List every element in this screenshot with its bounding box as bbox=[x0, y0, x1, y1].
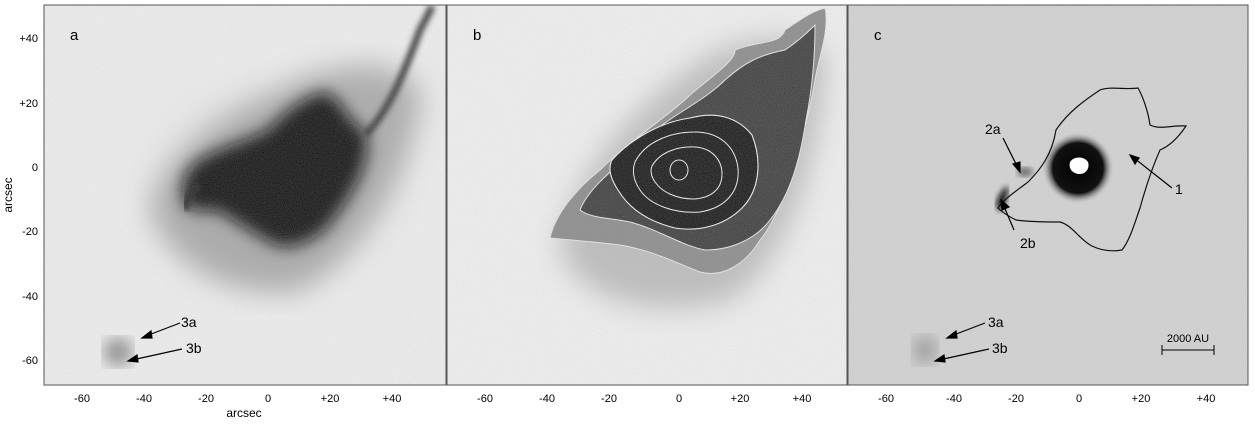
panel-c-grain bbox=[848, 5, 1248, 385]
x-tick-label: +20 bbox=[321, 393, 340, 405]
knot-2a bbox=[1017, 167, 1033, 177]
annotation-arrow bbox=[126, 322, 183, 363]
x-tick-label: +20 bbox=[1132, 393, 1151, 405]
scale-bar-label: 2000 AU bbox=[1167, 333, 1209, 345]
panel-a-frame bbox=[43, 4, 447, 386]
x-tick-label: +40 bbox=[383, 393, 402, 405]
annotation-label: 2a bbox=[985, 121, 1001, 137]
scale-bar bbox=[1161, 345, 1215, 355]
panel-c-letter: c bbox=[874, 27, 882, 44]
outline-contour bbox=[997, 87, 1188, 252]
x-tick-label: -40 bbox=[946, 393, 962, 405]
y-tick-label: +40 bbox=[19, 33, 38, 45]
y-tick-label: 0 bbox=[32, 162, 38, 174]
panel-a-letter: a bbox=[70, 27, 79, 44]
annotation-arrow bbox=[933, 137, 1173, 363]
panel-b-grain bbox=[447, 5, 847, 385]
panel-c: c -60 -40 -20 0 +20 +40 2a 2b 1 3a 3b bbox=[847, 4, 1249, 405]
y-tick-label: -60 bbox=[22, 355, 38, 367]
panel-a-grain bbox=[44, 5, 446, 385]
panel-c-frame bbox=[847, 4, 1249, 386]
knot-2b bbox=[996, 186, 1008, 212]
panel-b-letter: b bbox=[473, 27, 481, 44]
y-tick-label: -20 bbox=[22, 226, 38, 238]
y-axis-label: arcsec bbox=[1, 177, 15, 212]
x-tick-label: 0 bbox=[1076, 393, 1082, 405]
knot-3 bbox=[913, 336, 937, 364]
x-tick-label: -20 bbox=[198, 393, 214, 405]
x-tick-label: -60 bbox=[477, 393, 493, 405]
x-tick-label: -20 bbox=[1008, 393, 1024, 405]
x-tick-label: 0 bbox=[676, 393, 682, 405]
y-tick-label: -40 bbox=[22, 291, 38, 303]
x-tick-label: -60 bbox=[74, 393, 90, 405]
x-tick-label: -20 bbox=[601, 393, 617, 405]
annotation-label: 3a bbox=[181, 314, 197, 330]
x-tick-label: +20 bbox=[731, 393, 750, 405]
x-axis-label: arcsec bbox=[226, 406, 261, 420]
panel-a: a +40 +20 0 -20 -40 -60 arcsec -60 -40 -… bbox=[1, 4, 447, 420]
y-tick-label: +20 bbox=[19, 98, 38, 110]
annotation-label: 1 bbox=[1175, 181, 1183, 197]
annotation-label: 3b bbox=[186, 340, 202, 356]
x-tick-label: -40 bbox=[136, 393, 152, 405]
annotation-label: 2b bbox=[1020, 235, 1036, 251]
x-tick-label: +40 bbox=[1197, 393, 1216, 405]
panel-b: b -60 -40 -20 0 +20 +40 bbox=[446, 4, 848, 405]
x-tick-label: +40 bbox=[793, 393, 812, 405]
annotation-label: 3b bbox=[992, 340, 1008, 356]
central-source-highlight bbox=[1069, 157, 1089, 174]
x-tick-label: -60 bbox=[878, 393, 894, 405]
x-tick-label: -40 bbox=[539, 393, 555, 405]
x-tick-label: 0 bbox=[265, 393, 271, 405]
annotation-label: 3a bbox=[988, 314, 1004, 330]
panel-b-frame bbox=[446, 4, 848, 386]
